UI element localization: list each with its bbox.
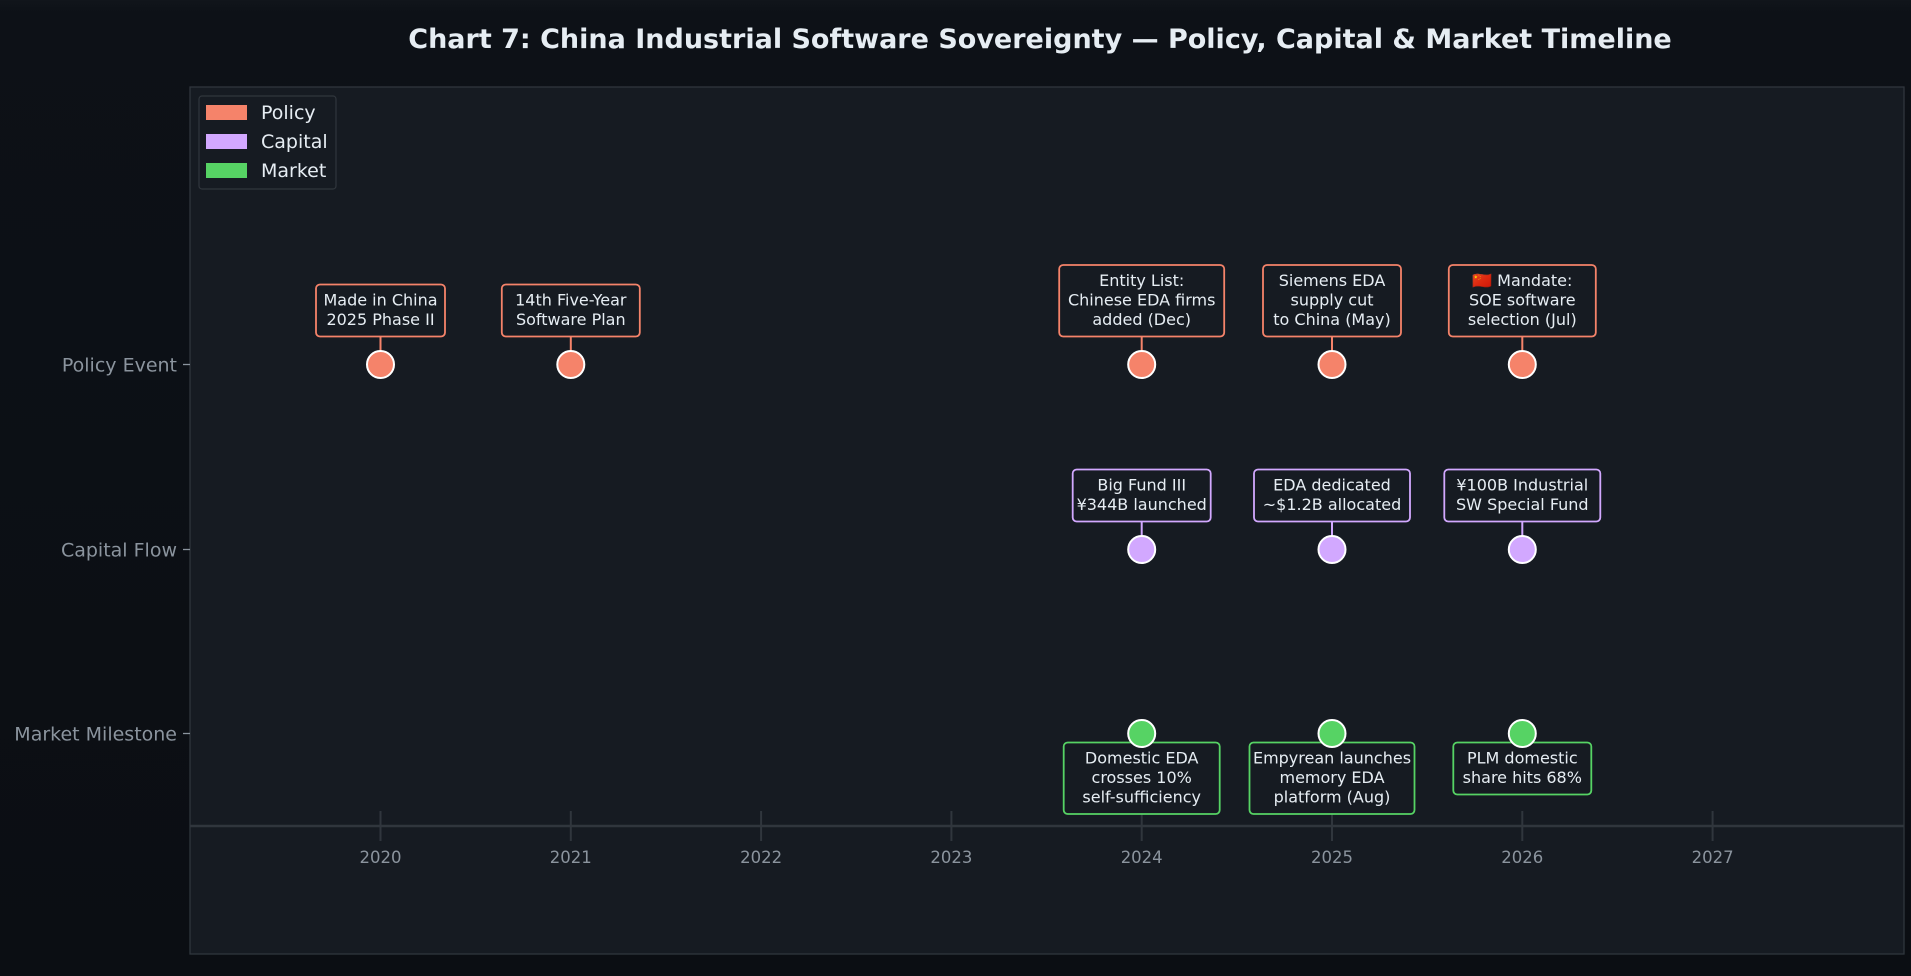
event-label-line: Big Fund III <box>1097 476 1186 495</box>
event-label-box <box>1443 468 1602 523</box>
event-marker <box>556 350 586 379</box>
event-marker <box>1127 719 1157 748</box>
legend-swatch-policy <box>206 105 247 120</box>
x-tick-label: 2021 <box>550 848 592 867</box>
event-label-line: memory EDA <box>1279 768 1384 787</box>
plot-area <box>189 86 1905 955</box>
x-tick-label: 2023 <box>930 848 972 867</box>
event-label-line: share hits 68% <box>1463 768 1582 787</box>
event-label-line: Chinese EDA firms <box>1068 291 1215 310</box>
event-marker <box>1317 719 1347 748</box>
event-marker <box>1127 350 1157 379</box>
event-label-line: crosses 10% <box>1092 768 1192 787</box>
lane-label-market: Market Milestone <box>14 724 177 746</box>
event-label-line: PLM domestic <box>1467 749 1578 768</box>
event-label-line: Made in China <box>323 291 437 310</box>
legend-swatch-capital <box>206 134 247 149</box>
x-tick-label: 2027 <box>1692 848 1734 867</box>
event-marker <box>1507 350 1537 379</box>
event-label-line: Software Plan <box>516 310 626 329</box>
event-label-box <box>1058 264 1226 338</box>
x-tick-label: 2022 <box>740 848 782 867</box>
event-marker <box>1127 535 1157 564</box>
legend: Policy Capital Market <box>198 95 337 190</box>
lane-label-policy: Policy Event <box>62 355 177 377</box>
legend-label-capital: Capital <box>261 131 328 153</box>
event-capital-2025: EDA dedicated~$1.2B allocated <box>1253 468 1411 564</box>
event-label-box <box>1447 264 1597 338</box>
event-marker <box>1317 535 1347 564</box>
x-tick-label: 2020 <box>360 848 402 867</box>
event-label-line: ~$1.2B allocated <box>1263 495 1401 514</box>
x-tick-label: 2024 <box>1121 848 1163 867</box>
event-label-line: ¥100B Industrial <box>1456 476 1588 495</box>
axis-layer: 2020 2021 2022 2023 2024 2025 2026 2027 Policy E… <box>14 355 1904 867</box>
legend-label-market: Market <box>261 160 326 182</box>
event-label-box <box>1253 468 1411 523</box>
event-marker <box>366 350 395 379</box>
event-label-box <box>1262 264 1402 338</box>
event-label-line: platform (Aug) <box>1274 788 1391 807</box>
event-label-line: Entity List: <box>1099 271 1184 290</box>
event-label-line: SOE software <box>1469 291 1576 310</box>
x-tick-label: 2025 <box>1311 848 1353 867</box>
event-label-line: ¥344B launched <box>1077 495 1207 514</box>
event-marker <box>1507 535 1537 564</box>
event-label-box <box>315 283 446 338</box>
event-label-line: EDA dedicated <box>1273 476 1391 495</box>
event-label-line: selection (Jul) <box>1468 310 1577 329</box>
event-label-line: SW Special Fund <box>1456 495 1589 514</box>
event-label-line: 2025 Phase II <box>326 310 434 329</box>
chart-title: Chart 7: China Industrial Software Sover… <box>408 24 1672 55</box>
event-label-line: 🇨🇳 Mandate: <box>1472 271 1572 290</box>
legend-label-policy: Policy <box>261 102 316 124</box>
event-label-line: 14th Five-Year <box>515 291 627 310</box>
event-label-line: Empyrean launches <box>1253 749 1411 768</box>
event-marker <box>1317 350 1347 379</box>
event-label-line: added (Dec) <box>1092 310 1191 329</box>
event-label-box <box>1071 468 1212 523</box>
event-label-line: Siemens EDA <box>1279 271 1386 290</box>
event-label-line: Domestic EDA <box>1085 749 1199 768</box>
lane-label-capital: Capital Flow <box>61 540 177 562</box>
event-label-box <box>500 283 641 338</box>
x-tick-label: 2026 <box>1501 848 1543 867</box>
event-marker <box>1507 719 1537 748</box>
event-label-line: supply cut <box>1291 291 1374 310</box>
legend-swatch-market <box>206 163 247 178</box>
event-label-line: self-sufficiency <box>1082 788 1201 807</box>
event-capital-2024: Big Fund III¥344B launched <box>1071 468 1212 564</box>
event-label-line: to China (May) <box>1273 310 1391 329</box>
